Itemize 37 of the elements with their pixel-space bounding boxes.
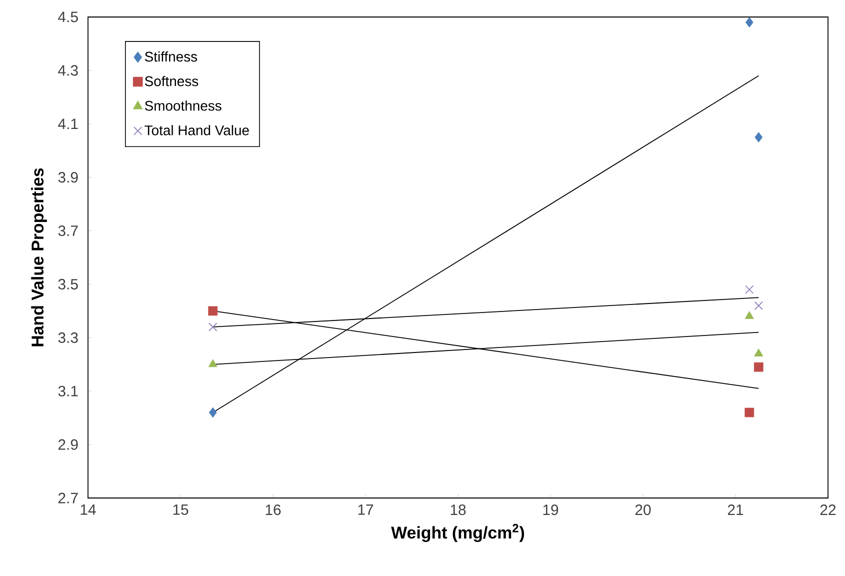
y-tick-label: 3.1 <box>58 386 78 396</box>
x-axis-title: Weight (mg/cm$^{2}$) <box>391 524 524 542</box>
y-axis-title: Hand Value Properties <box>31 168 47 346</box>
legend-label: Softness <box>144 76 198 86</box>
point <box>208 306 218 316</box>
y-tick-label: 4.1 <box>58 118 78 130</box>
x-tick-label: 14 <box>80 504 96 515</box>
y-tick-label: 3.9 <box>58 172 78 183</box>
point <box>745 285 754 294</box>
y-tick-label: 4.3 <box>58 65 78 76</box>
point <box>754 362 764 372</box>
legend-label: Smoothness <box>144 100 222 111</box>
y-tick-label: 2.9 <box>58 439 78 450</box>
point <box>744 311 754 319</box>
y-tick-label: 4.5 <box>58 12 78 22</box>
x-tick-label: 21 <box>728 504 744 515</box>
x-tick-label: 17 <box>358 504 374 515</box>
point <box>754 301 764 310</box>
point <box>744 408 754 418</box>
x-tick-label: 20 <box>635 504 651 516</box>
point <box>208 322 218 332</box>
point <box>754 348 764 356</box>
y-tick-label: 3.7 <box>58 225 78 236</box>
point <box>208 407 217 418</box>
x-tick-label: 19 <box>543 504 558 516</box>
x-tick-label: 18 <box>450 504 466 516</box>
legend-label: Stiffness <box>144 51 198 62</box>
x-tick-label: 15 <box>173 504 188 515</box>
y-tick-label: 3.5 <box>58 278 78 290</box>
y-tick-label: 2.7 <box>58 492 78 504</box>
point <box>745 17 754 28</box>
point <box>208 359 218 368</box>
y-tick-label: 3.3 <box>58 332 78 343</box>
x-tick-label: 22 <box>820 504 836 515</box>
point <box>754 132 763 142</box>
legend-label: Total Hand Value <box>144 125 249 136</box>
x-tick-label: 16 <box>266 504 281 516</box>
